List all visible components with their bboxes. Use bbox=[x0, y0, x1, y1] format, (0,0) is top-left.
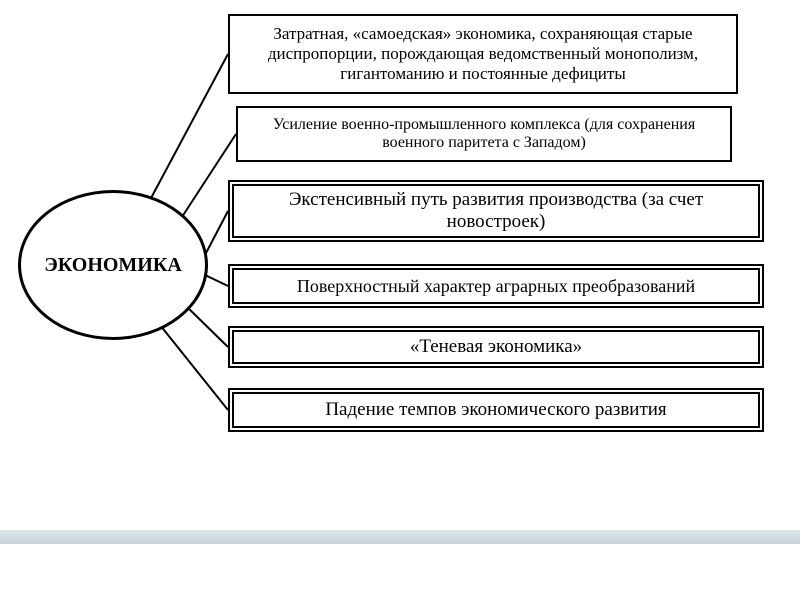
feature-box-text: Усиление военно-промышленного комплекса … bbox=[248, 116, 720, 152]
feature-box-text: Падение темпов экономического развития bbox=[325, 399, 666, 421]
feature-box-3: Экстенсивный путь развития производства … bbox=[228, 180, 764, 242]
feature-box-6: Падение темпов экономического развития bbox=[228, 388, 764, 432]
feature-box-text: Поверхностный характер аграрных преобраз… bbox=[297, 276, 695, 297]
feature-box-2: Усиление военно-промышленного комплекса … bbox=[236, 106, 732, 162]
central-node-label: ЭКОНОМИКА bbox=[44, 254, 182, 277]
diagram-canvas: ЭКОНОМИКА Затратная, «самоедская» эконом… bbox=[0, 0, 800, 600]
feature-box-text: «Теневая экономика» bbox=[410, 336, 582, 358]
feature-box-1: Затратная, «самоедская» экономика, сохра… bbox=[228, 14, 738, 94]
feature-box-text: Затратная, «самоедская» экономика, сохра… bbox=[240, 24, 726, 84]
feature-box-4: Поверхностный характер аграрных преобраз… bbox=[228, 264, 764, 308]
feature-box-5: «Теневая экономика» bbox=[228, 326, 764, 368]
feature-box-text: Экстенсивный путь развития производства … bbox=[240, 189, 752, 233]
central-node: ЭКОНОМИКА bbox=[18, 190, 208, 340]
